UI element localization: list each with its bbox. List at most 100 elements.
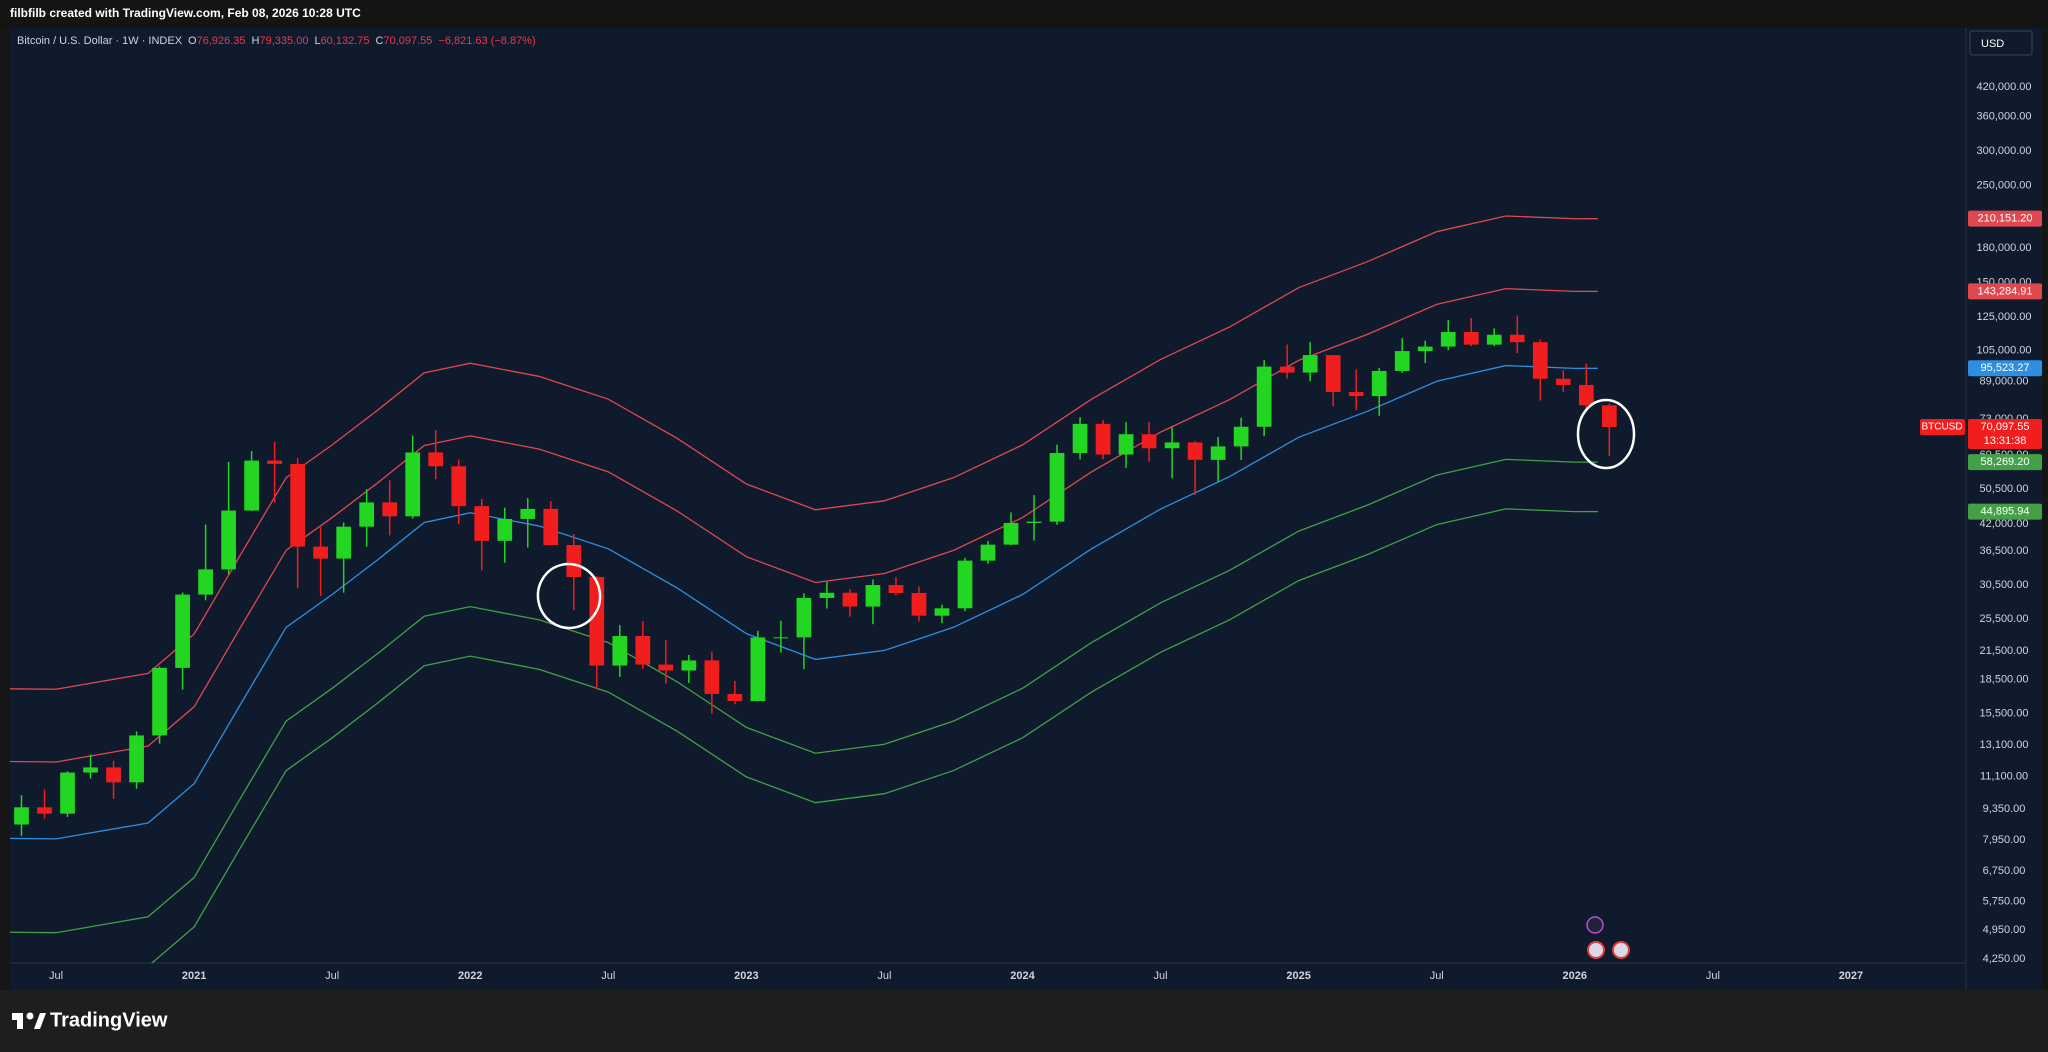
y-tick-label: 9,350.00 [1983, 803, 2026, 815]
candle-body [1118, 434, 1134, 455]
x-tick-label: Jul [601, 970, 615, 982]
y-tick-label: 13,100.00 [1980, 739, 2029, 751]
candle-body [1003, 522, 1019, 545]
candle-body [1049, 453, 1065, 522]
x-tick-label: 2027 [1839, 970, 1863, 982]
price-label-box [1968, 210, 2042, 227]
candle-body [658, 664, 674, 671]
candle-body [980, 544, 996, 561]
candle-body [1187, 442, 1203, 460]
candle-body [1026, 521, 1042, 523]
candle-body [1555, 378, 1571, 385]
legend-open-label: O [188, 35, 197, 47]
candle-body [727, 693, 743, 702]
candle-body [359, 502, 375, 527]
legend-change: −6,821.63 (−8.87%) [438, 35, 535, 47]
price-label: 95,523.27 [1981, 362, 2030, 374]
candle-body [129, 735, 144, 783]
y-tick-label: 11,100.00 [1980, 771, 2028, 783]
price-label: 58,269.20 [1981, 456, 2030, 468]
x-tick-label: Jul [1430, 970, 1444, 982]
candle-body [934, 608, 950, 616]
legend: Bitcoin / U.S. Dollar · 1W · INDEX O76,92… [17, 35, 536, 47]
price-label-box [1968, 454, 2042, 471]
candle-body [1440, 331, 1456, 347]
candle-body [14, 807, 29, 825]
candle-body [957, 560, 973, 609]
candle-body [1394, 351, 1410, 371]
band-line [150, 508, 1598, 963]
candle-body [819, 592, 835, 598]
symbol-tag: BTCUSD [1921, 422, 1962, 433]
candle-body [1348, 392, 1364, 397]
candle-body [520, 508, 536, 519]
candle-body [1601, 405, 1617, 428]
x-tick-label: Jul [49, 970, 63, 982]
candle-body [1256, 366, 1272, 427]
candle-body [1095, 423, 1111, 455]
candle-body [313, 546, 329, 559]
candle-body [543, 508, 559, 546]
footer-bar [0, 990, 2048, 1052]
x-tick-label: 2024 [1010, 970, 1035, 982]
candle-body [865, 585, 881, 607]
event-flag[interactable] [1612, 941, 1630, 959]
candle-body [1279, 366, 1295, 373]
legend-symbol: Bitcoin / U.S. Dollar · 1W · INDEX [17, 35, 183, 47]
x-tick-label: Jul [325, 970, 339, 982]
candle-body [290, 463, 306, 547]
band-line [10, 364, 1598, 840]
y-tick-label: 36,500.00 [1980, 545, 2029, 557]
candle-body [405, 452, 421, 517]
price-label-box [1968, 283, 2042, 300]
candle-body [681, 660, 697, 671]
currency-button[interactable] [1969, 30, 2033, 56]
candle-body [589, 577, 605, 666]
y-tick-label: 42,000.00 [1980, 518, 2029, 530]
y-tick-label: 4,250.00 [1983, 953, 2026, 965]
band-line [10, 215, 1598, 690]
y-tick-label: 4,950.00 [1983, 924, 2026, 936]
legend-low: 60,132.75 [321, 35, 370, 47]
y-tick-label: 30,500.00 [1980, 579, 2029, 591]
candle-body [612, 636, 628, 666]
y-tick-label: 25,500.00 [1980, 613, 2029, 625]
event-icon[interactable] [1586, 916, 1604, 934]
legend-close: 70,097.55 [383, 35, 432, 47]
candle-body [1164, 442, 1180, 449]
y-tick-label: 50,500.00 [1980, 483, 2029, 495]
band-line [10, 287, 1598, 763]
top-bar [0, 0, 2048, 28]
candle-body [198, 569, 213, 595]
y-tick-label: 250,000.00 [1976, 180, 2031, 192]
x-tick-label: Jul [1706, 970, 1720, 982]
candle-body [1325, 355, 1341, 393]
candle-body [773, 637, 789, 639]
legend-high: 79,335.00 [260, 35, 309, 47]
candle-body [1463, 331, 1479, 345]
y-tick-label: 180,000.00 [1976, 242, 2031, 254]
candle-body [37, 807, 52, 814]
candle-body [1532, 342, 1548, 379]
y-tick-label: 89,000.00 [1980, 376, 2029, 388]
candle-body [842, 592, 858, 607]
candle-body [704, 660, 720, 694]
candle-body [451, 466, 467, 507]
candle-body [106, 767, 121, 783]
candle-body [1210, 446, 1226, 460]
candle-body [152, 667, 167, 736]
y-tick-label: 105,000.00 [1976, 344, 2031, 356]
candle-body [474, 506, 490, 541]
x-tick-label: Jul [877, 970, 891, 982]
currency-label[interactable]: USD [1981, 38, 2004, 50]
candle-body [83, 767, 98, 773]
price-label: 44,895.94 [1981, 505, 2030, 517]
candle-body [750, 637, 766, 702]
candle-body [382, 502, 398, 517]
candle-body [635, 636, 651, 665]
y-tick-label: 420,000.00 [1976, 81, 2031, 93]
event-flag[interactable] [1587, 941, 1605, 959]
candle-body [221, 510, 236, 570]
brand-logo [12, 1012, 46, 1029]
